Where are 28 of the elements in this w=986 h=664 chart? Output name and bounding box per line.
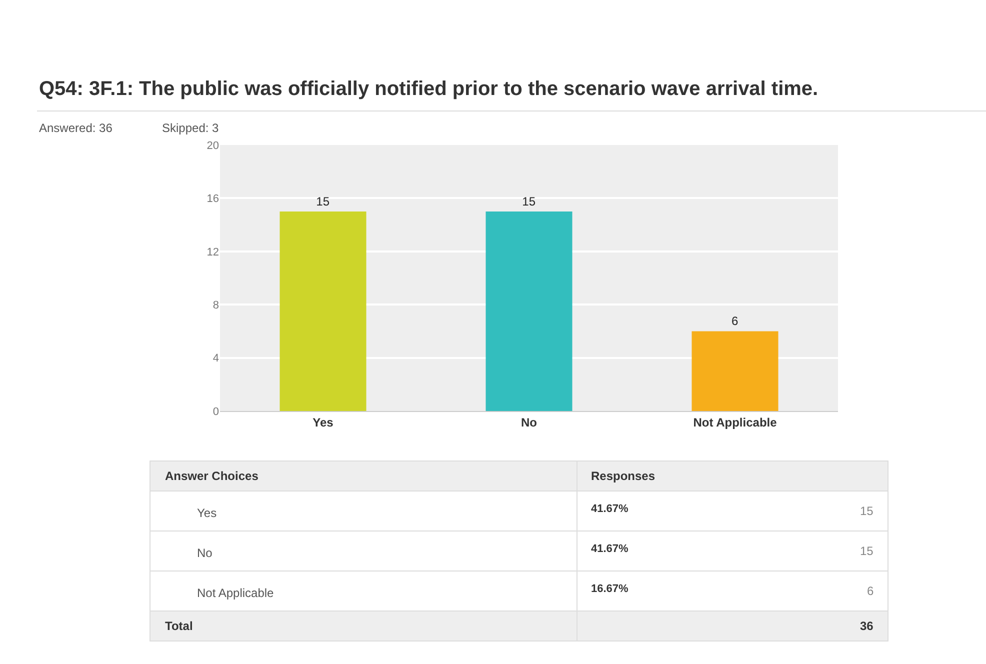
chart-title: Q54: 3F.1: The public was officially notified prior to the scenario wave arrival time. [39,78,818,100]
text: Answered: 36 [39,121,113,135]
text: 16.67% [591,583,629,595]
text: Answer Choices [165,469,259,483]
y-tick-label: 16 [206,193,219,206]
data-label: 15 [522,194,536,208]
y-tick-label: 0 [212,406,219,418]
text: Not Applicable [197,586,274,600]
y-tick-label: 4 [212,352,219,365]
text: 15 [860,544,874,558]
x-tick-label: Yes [312,415,334,430]
y-tick-label: 20 [206,140,219,152]
text: Responses [591,469,656,483]
text: 15 [860,504,874,518]
data-label: 15 [316,194,330,208]
data-label: 6 [732,314,738,328]
text: Yes [197,506,217,520]
text: Total [165,619,193,633]
x-tick-label: No [521,415,537,430]
y-tick-label: 12 [206,246,219,258]
y-tick-label: 8 [212,299,219,312]
x-tick-label: Not Applicable [693,415,778,430]
text: 6 [867,584,874,598]
text: Skipped: 3 [162,121,220,135]
text: 41.67% [591,543,629,555]
text: No [197,546,213,560]
text: 41.67% [591,503,629,515]
text: 36 [860,619,874,633]
